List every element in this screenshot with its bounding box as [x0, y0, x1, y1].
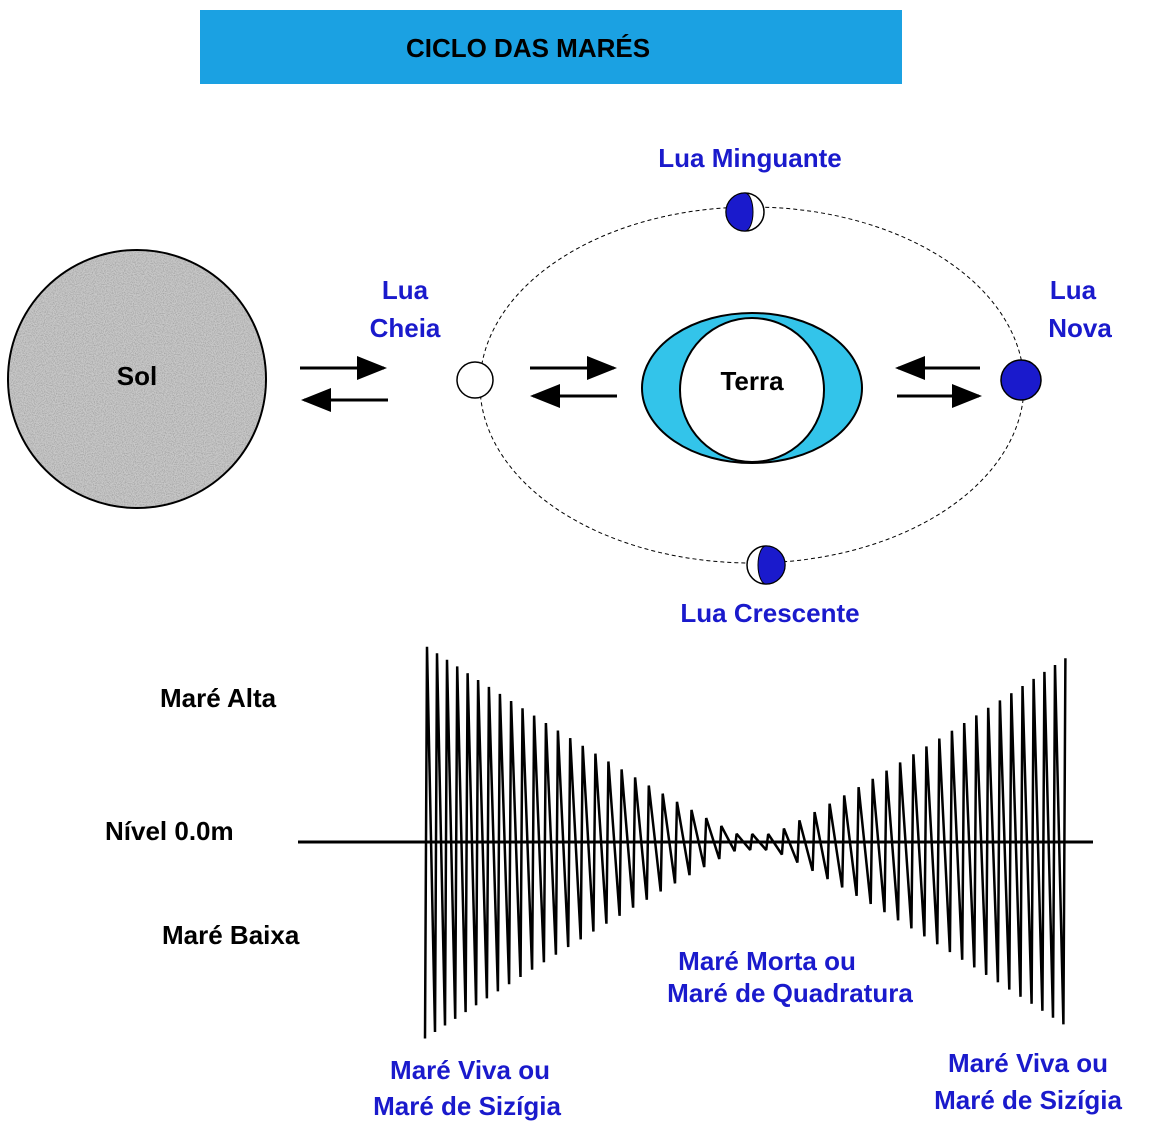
full-moon	[457, 362, 493, 398]
high-tide-label: Maré Alta	[160, 683, 277, 713]
neap-label: Maré Morta ou	[678, 946, 856, 976]
neap-label: Maré de Quadratura	[667, 978, 913, 1008]
full-moon-label: Cheia	[370, 313, 441, 343]
spring-label: Maré Viva ou	[390, 1055, 550, 1085]
waning-label: Lua Minguante	[658, 143, 841, 173]
low-tide-label: Maré Baixa	[162, 920, 300, 950]
diagram: CICLO DAS MARÉS Sol Terra Lua Minguante …	[0, 0, 1159, 1125]
waxing-label: Lua Crescente	[680, 598, 859, 628]
earth-label: Terra	[720, 366, 784, 396]
level-label: Nível 0.0m	[105, 816, 234, 846]
full-moon-label: Lua	[382, 275, 429, 305]
waning-moon	[726, 193, 764, 231]
spring-label: Maré de Sizígia	[934, 1085, 1122, 1115]
new-moon-label: Lua	[1050, 275, 1097, 305]
title: CICLO DAS MARÉS	[406, 33, 650, 63]
sun-label: Sol	[117, 361, 157, 391]
spring-label: Maré de Sizígia	[373, 1091, 561, 1121]
waxing-moon	[747, 546, 785, 584]
force-arrows	[300, 368, 980, 400]
new-moon-label: Nova	[1048, 313, 1112, 343]
new-moon	[1001, 360, 1041, 400]
spring-label: Maré Viva ou	[948, 1048, 1108, 1078]
